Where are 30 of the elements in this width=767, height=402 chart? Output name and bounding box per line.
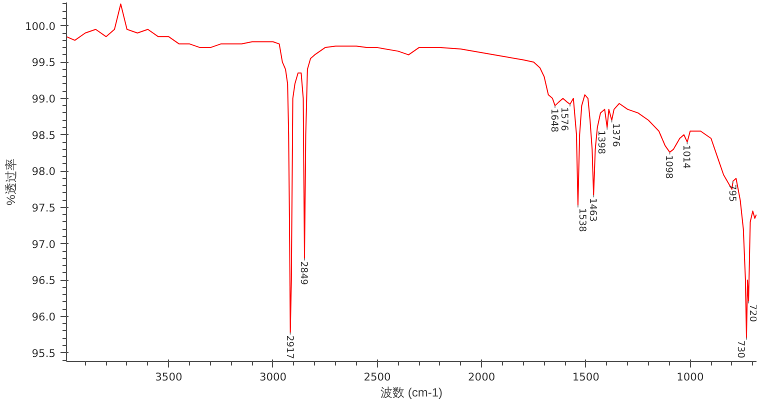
y-tick-label: 97.0 [32,238,56,251]
y-tick-label: 98.0 [32,165,56,178]
x-tick-label: 1500 [572,370,600,384]
annotation: 1098 [663,155,674,179]
annotation: 730 [734,340,746,358]
annotation: 2917 [284,335,295,360]
x-tick-label: 1000 [676,370,704,384]
y-tick-label: 98.5 [32,128,56,142]
annotation: 1576 [558,107,570,131]
annotation: 1398 [596,130,607,154]
y-tick-label: 95.5 [32,346,56,360]
annotation: 1014 [680,144,692,169]
annotation: 1376 [610,123,622,147]
x-axis-title: 波数 (cm-1) [380,386,443,400]
y-tick-label: 96.0 [32,310,56,324]
x-tick-label: 3000 [259,370,287,384]
annotation: 2849 [298,261,309,286]
annotation: 1538 [576,208,588,232]
annotation: 1648 [548,108,560,132]
y-tick-label: 97.5 [32,201,56,214]
annotation: 1463 [587,198,598,222]
x-tick-label: 3500 [155,370,182,384]
x-tick-label: 2500 [364,370,392,384]
annotation: 795 [726,184,738,202]
y-tick-label: 99.0 [32,92,56,106]
y-tick-label: 100.0 [24,20,56,33]
y-axis-title: %透过率 [4,158,18,206]
y-tick-label: 99.5 [32,56,56,70]
x-tick-label: 2000 [468,370,496,384]
y-tick-label: 96.5 [32,274,56,288]
